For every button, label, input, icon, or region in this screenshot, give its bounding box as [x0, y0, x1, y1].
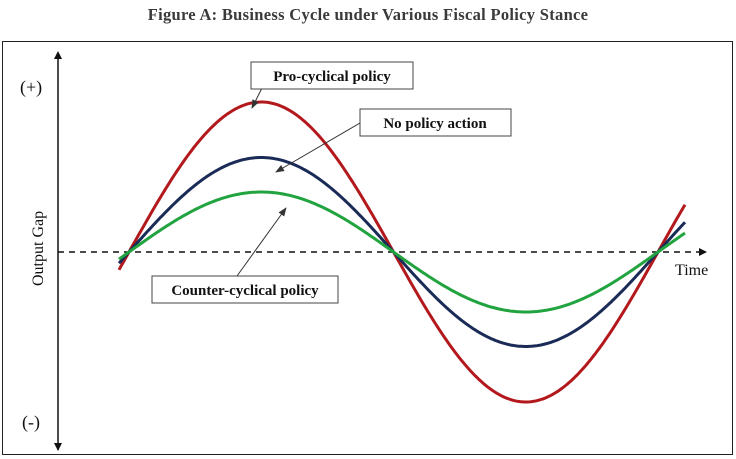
curve-pro-cyclical	[117, 100, 687, 404]
pointer-none	[275, 122, 361, 173]
figure-title: Figure A: Business Cycle under Various F…	[147, 5, 589, 24]
y-axis-bottom-marker: (-)	[22, 412, 40, 433]
y-axis-top-marker: (+)	[20, 77, 42, 98]
callout-no-policy: No policy action	[359, 108, 512, 137]
y-axis-label: Output Gap	[30, 211, 47, 286]
callout-pro-cyclical: Pro-cyclical policy	[250, 61, 414, 90]
pointer-counter	[236, 207, 287, 277]
callout-counter-text: Counter-cyclical policy	[171, 283, 319, 299]
figure-panel	[2, 41, 733, 455]
x-axis-label: Time	[675, 262, 708, 279]
callout-counter-cyclical: Counter-cyclical policy	[151, 275, 339, 304]
curve-no-policy	[117, 156, 687, 348]
curve-counter-cyclical	[118, 190, 686, 314]
callout-none-text: No policy action	[383, 116, 487, 132]
pointer-pro	[251, 87, 263, 109]
callout-pro-text: Pro-cyclical policy	[273, 69, 391, 85]
